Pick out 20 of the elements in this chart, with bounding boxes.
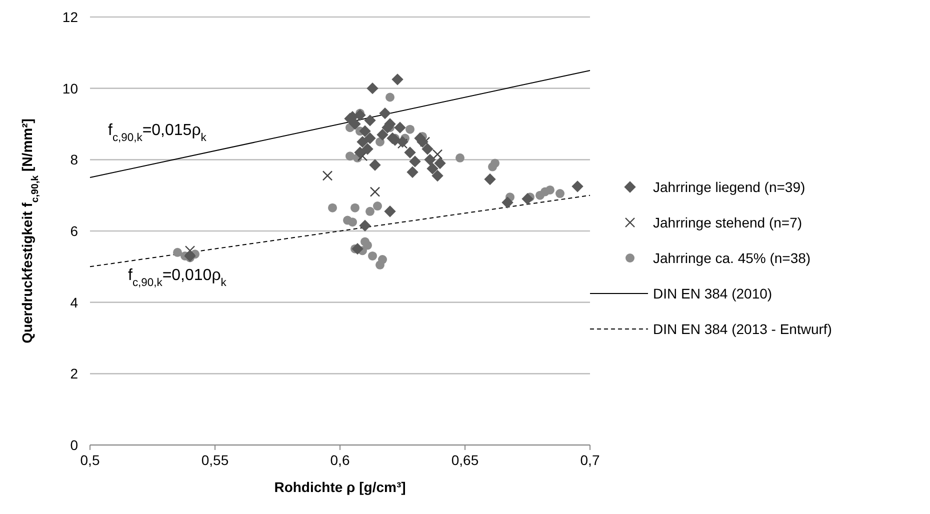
- legend-label: DIN EN 384 (2013 - Entwurf): [653, 321, 832, 337]
- legend-label: DIN EN 384 (2010): [653, 286, 772, 302]
- x-tick-label: 0,7: [580, 452, 600, 468]
- y-tick-label: 4: [70, 294, 78, 310]
- x-tick-label: 0,6: [330, 452, 350, 468]
- y-tick-label: 6: [70, 223, 78, 239]
- legend-label: Jahrringe ca. 45% (n=38): [653, 250, 811, 266]
- legend-label: Jahrringe stehend (n=7): [653, 214, 802, 230]
- x-axis-title: Rohdichte ρ [g/cm³]: [274, 479, 406, 495]
- annotation: f$_{c,90,k}$=0,010ρ$_{k}$: [128, 267, 227, 289]
- y-tick-label: 12: [62, 9, 78, 25]
- x-tick-label: 0,65: [451, 452, 479, 468]
- x-tick-label: 0,5: [80, 452, 100, 468]
- legend-label: Jahrringe liegend (n=39): [653, 179, 806, 195]
- y-tick-label: 8: [70, 152, 78, 168]
- y-tick-label: 2: [70, 366, 78, 382]
- y-tick-label: 0: [70, 437, 78, 453]
- x-tick-label: 0,55: [201, 452, 229, 468]
- annotation: f$_{c,90,k}$=0,015ρ$_{k}$: [108, 122, 207, 144]
- y-tick-label: 10: [62, 80, 78, 96]
